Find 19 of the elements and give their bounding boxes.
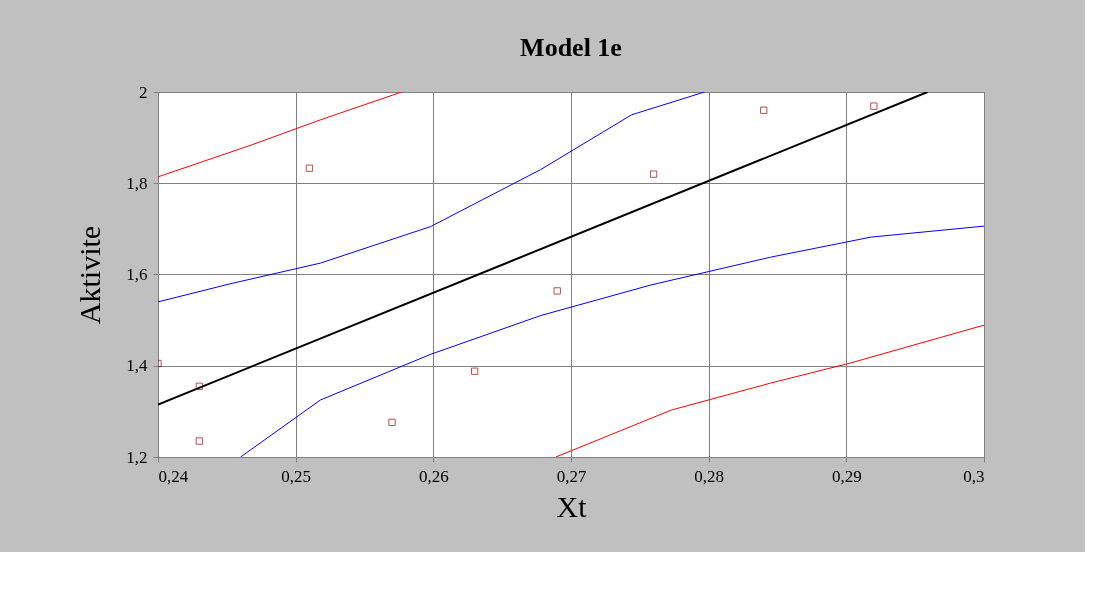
- y-axis-title: Aktivite: [73, 225, 107, 325]
- x-tick-label: 0,28: [694, 466, 725, 486]
- x-tick-label: 0,26: [418, 466, 449, 486]
- x-tick-label: 0,27: [556, 466, 587, 486]
- line-series: [158, 92, 403, 178]
- line-series: [158, 92, 706, 303]
- x-tick-label: 0,29: [831, 466, 862, 486]
- y-tick-label: 1,8: [126, 173, 148, 193]
- x-axis-title: Xt: [556, 489, 588, 523]
- x-tick-label: 0,25: [281, 466, 312, 486]
- x-tick-label: 0,24: [158, 466, 189, 486]
- y-tick-label: 1,6: [126, 265, 148, 284]
- y-tick-label: 1,4: [126, 356, 148, 376]
- line-series: [240, 225, 984, 457]
- chart-title: Model 1e: [520, 33, 622, 62]
- line-series: [555, 324, 984, 457]
- y-tick-label: 2: [139, 82, 148, 102]
- y-tick-label: 1,2: [126, 447, 148, 467]
- x-tick-label: 0,3: [963, 466, 985, 486]
